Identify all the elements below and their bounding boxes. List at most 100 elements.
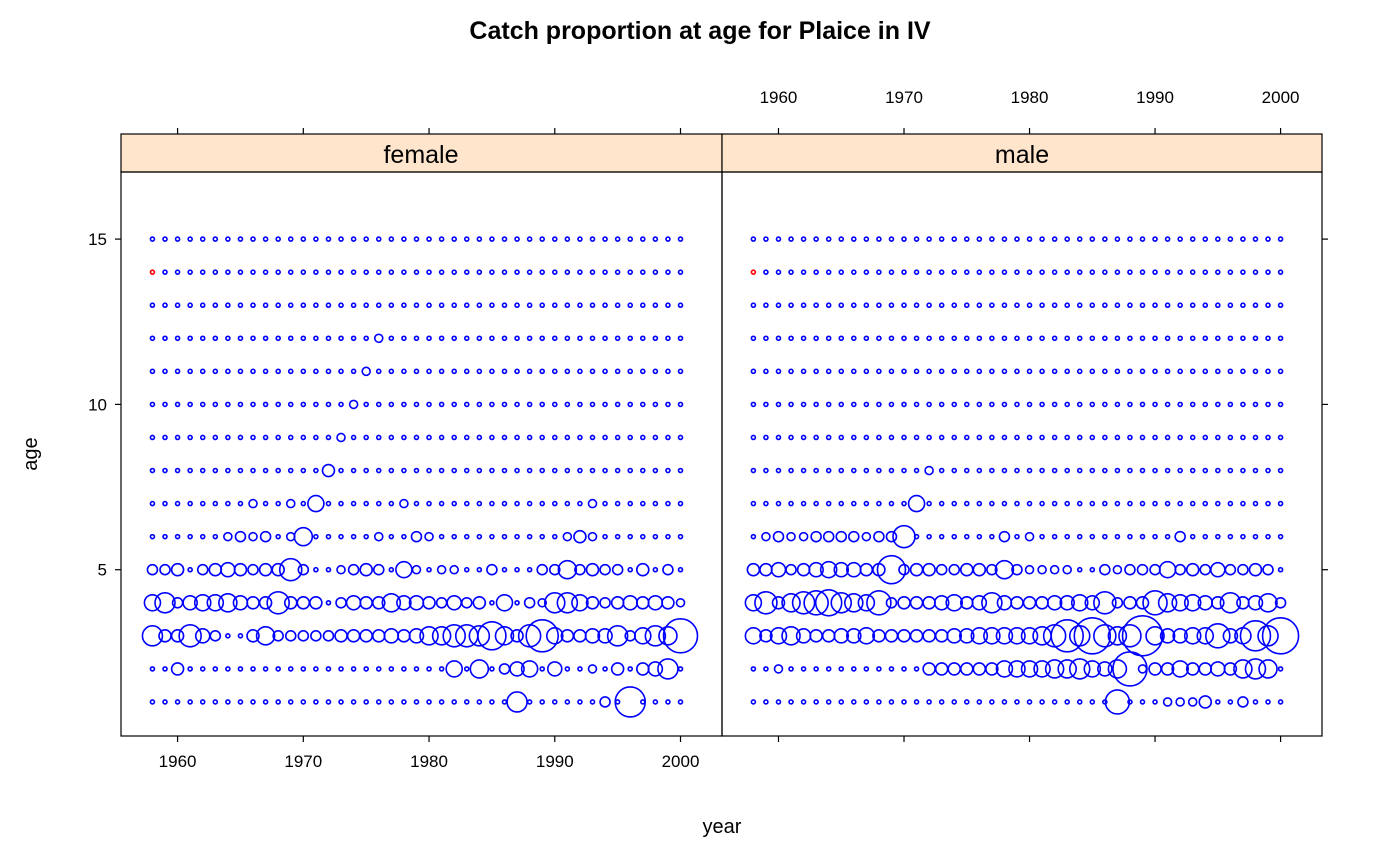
bubble-male-1981-age14 [1039,269,1045,275]
bubble-male-1979-age4 [1010,595,1024,610]
bubble-female-1965-age10 [237,401,244,408]
bubble-male-1976-age11 [976,368,983,375]
bubble-male-1992-age3 [1172,628,1188,644]
bubble-male-1998-age13 [1252,302,1259,309]
bubble-male-1967-age1 [863,699,870,705]
bubble-male-1976-age3 [970,627,989,645]
bubble-female-1992-age2 [577,666,583,672]
bubble-female-1980-age11 [426,368,432,375]
bubble-male-1992-age14 [1177,269,1183,275]
bubble-male-1964-age6 [822,530,835,543]
bubble-female-1981-age9 [438,434,445,441]
bubble-female-1986-age11 [501,368,508,375]
bubble-female-1969-age7 [285,498,296,509]
bubble-male-1977-age3 [983,627,1001,645]
bubble-female-1970-age4 [296,595,311,610]
bubble-female-1999-age9 [665,434,671,441]
bubble-female-1976-age13 [375,302,382,309]
bubble-male-1997-age15 [1240,236,1246,242]
bubble-female-1993-age13 [589,302,596,309]
bubble-male-1968-age2 [876,666,882,672]
bubble-male-1989-age12 [1139,335,1146,342]
bubble-female-2000-age7 [677,500,684,507]
bubble-female-1958-age11 [149,368,156,375]
bubble-female-1983-age8 [463,467,470,474]
bubble-female-1974-age7 [350,500,357,507]
bubble-male-1999-age1 [1265,699,1271,705]
bubble-male-1987-age5 [1112,564,1123,575]
bubble-female-1960-age1 [174,699,181,705]
bubble-female-1969-age10 [287,401,294,408]
bubble-male-1958-age14 [750,269,757,275]
bubble-male-1994-age12 [1202,335,1209,342]
bubble-female-1959-age2 [162,666,168,672]
bubble-male-1976-age15 [976,236,983,242]
bubble-female-1963-age1 [212,699,219,705]
bubble-male-1988-age15 [1127,236,1133,242]
bubble-male-1962-age9 [800,434,807,441]
bubble-female-1990-age12 [551,335,558,342]
bubble-male-1982-age3 [1042,624,1067,648]
bubble-female-1975-age13 [363,302,369,309]
bubble-female-1970-age7 [300,500,307,507]
bubble-female-1962-age11 [199,368,206,375]
bubble-female-1985-age7 [489,500,495,507]
bubble-female-1988-age11 [526,368,533,375]
bubble-female-1960-age15 [174,236,181,242]
bubble-male-1991-age2 [1160,662,1175,676]
bubble-male-1972-age10 [926,401,932,408]
bubble-male-1966-age4 [843,592,864,613]
bubble-female-1985-age5 [486,563,498,576]
bubble-female-1977-age15 [388,236,395,242]
bubble-male-1996-age15 [1227,236,1234,242]
bubble-male-1961-age6 [786,531,796,542]
bubble-male-1964-age8 [825,467,832,474]
bubble-male-1987-age3 [1107,626,1128,646]
bubble-female-1965-age7 [237,500,244,507]
bubble-male-1997-age8 [1240,467,1246,474]
bubble-female-1991-age6 [562,531,573,542]
bubble-male-1995-age15 [1215,236,1221,242]
bubble-male-1991-age9 [1164,434,1171,441]
bubble-male-1958-age7 [750,500,757,507]
bubble-male-1958-age9 [750,434,757,441]
bubble-male-1978-age11 [1001,368,1008,375]
bubble-female-1996-age10 [627,401,634,408]
bubble-male-1991-age12 [1164,335,1171,342]
bubble-male-1994-age14 [1202,269,1209,275]
bubble-female-1999-age4 [661,595,675,610]
bubble-male-1959-age9 [763,434,769,441]
bubble-female-1998-age12 [652,335,659,342]
bubble-female-1972-age15 [325,236,332,242]
bubble-male-1974-age1 [951,699,958,705]
bubble-female-2000-age1 [677,699,684,705]
bubble-female-1998-age9 [652,434,659,441]
bubble-male-1971-age9 [913,434,920,441]
bubble-female-1982-age10 [451,401,457,408]
bubble-female-1999-age6 [665,533,671,540]
bubble-female-1995-age6 [614,533,621,540]
bubble-female-1999-age3 [658,626,678,646]
bubble-female-1974-age11 [350,368,357,375]
bubble-male-1982-age10 [1051,401,1058,408]
bubble-female-1975-age6 [363,533,369,540]
bubble-male-1997-age14 [1240,269,1246,275]
bubble-male-1968-age1 [876,699,882,705]
bubble-female-1977-age2 [388,666,395,672]
bubble-male-1964-age11 [825,368,832,375]
bubble-male-1994-age5 [1199,563,1212,576]
bubble-female-1997-age8 [639,467,646,474]
bubble-female-1987-age4 [514,599,520,606]
bubble-female-1971-age2 [313,666,319,672]
bubble-female-1979-age7 [413,500,420,507]
bubble-male-1984-age4 [1070,593,1089,612]
bubble-male-1979-age7 [1014,500,1020,507]
bubble-female-1976-age2 [375,666,382,672]
bubble-female-1975-age9 [363,434,369,441]
bubble-female-1965-age1 [237,699,244,705]
bubble-male-1969-age12 [888,335,895,342]
bubble-male-1982-age11 [1051,368,1058,375]
bubble-female-1989-age3 [525,619,560,653]
bubble-male-1979-age2 [1008,660,1026,678]
